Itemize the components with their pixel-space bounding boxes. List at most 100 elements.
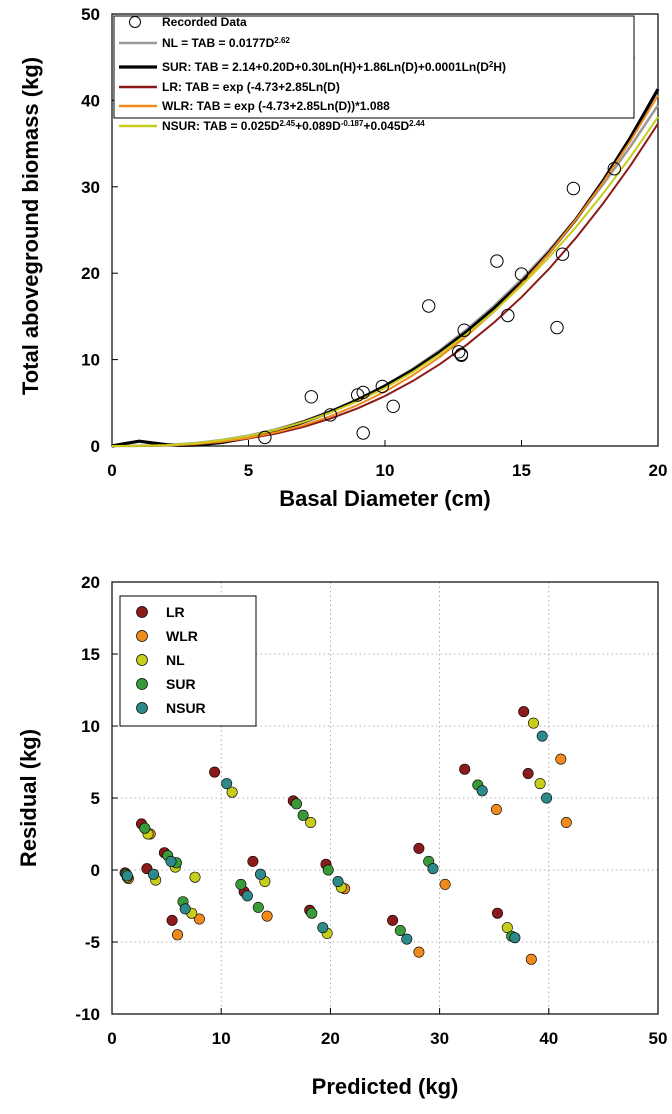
residual-point-sur xyxy=(322,864,334,876)
residual-point-nsur xyxy=(541,792,553,804)
recorded-data-point xyxy=(422,299,436,313)
biomass-x-tick-label: 0 xyxy=(107,461,116,480)
residual-point-nl xyxy=(527,717,539,729)
residual-point-nl xyxy=(226,786,238,798)
residual-point-wlr xyxy=(413,946,425,958)
residual-y-tick-label: 0 xyxy=(91,861,100,880)
biomass-x-tick-label: 15 xyxy=(512,461,531,480)
residual-point-lr xyxy=(491,907,503,919)
residual-y-tick-label: 20 xyxy=(81,573,100,592)
recorded-data-point xyxy=(304,390,318,404)
biomass-y-tick-label: 20 xyxy=(81,264,100,283)
legend-marker-nsur xyxy=(136,702,148,714)
legend-marker-recorded-data xyxy=(129,16,141,28)
recorded-data-point xyxy=(514,267,529,281)
residual-x-tick-label: 50 xyxy=(649,1029,668,1048)
recorded-data-point xyxy=(258,430,272,445)
residual-point-lr xyxy=(518,706,530,718)
residual-point-nsur xyxy=(165,855,177,867)
residual-point-nsur xyxy=(221,778,233,790)
recorded-data-point xyxy=(356,385,370,400)
legend-label-nsur-res: NSUR xyxy=(166,700,206,716)
biomass-legend-box xyxy=(113,15,635,119)
residual-point-nsur xyxy=(121,870,133,882)
residual-point-lr xyxy=(247,855,259,867)
residual-point-wlr xyxy=(261,910,273,922)
biomass-y-tick-labels: 0 10 20 30 40 50 xyxy=(81,5,100,456)
biomass-curves xyxy=(111,88,660,448)
legend-marker-nl xyxy=(136,654,148,666)
residual-points xyxy=(119,706,572,965)
legend-label-lr: LR: TAB = exp (-4.73+2.85Ln(D) xyxy=(162,80,340,94)
recorded-data-point xyxy=(452,345,466,359)
biomass-y-tick-label: 0 xyxy=(91,437,100,456)
recorded-data-point xyxy=(386,399,400,413)
recorded-data-point xyxy=(490,254,504,268)
residual-y-tick-label: -10 xyxy=(75,1005,100,1024)
recorded-data-point xyxy=(323,408,338,422)
recorded-data-point xyxy=(566,181,581,196)
recorded-data-point xyxy=(356,426,370,440)
residual-point-lr xyxy=(209,766,221,778)
biomass-x-tick-label: 5 xyxy=(244,461,253,480)
residual-point-sur xyxy=(297,809,309,821)
residual-point-wlr xyxy=(555,753,567,765)
recorded-data-point xyxy=(454,347,469,362)
legend-marker-sur xyxy=(136,678,148,690)
residual-point-sur xyxy=(252,901,264,913)
residual-point-sur xyxy=(306,907,318,919)
legend-label-sur-res: SUR xyxy=(166,676,196,692)
legend-label-recorded-data: Recorded Data xyxy=(162,15,247,29)
residual-x-tick-label: 30 xyxy=(430,1029,449,1048)
recorded-data-point xyxy=(457,323,471,337)
residual-point-sur xyxy=(235,878,247,890)
residual-point-nl xyxy=(189,871,201,883)
residual-point-wlr xyxy=(490,803,502,815)
residual-x-tick-label: 10 xyxy=(212,1029,231,1048)
residual-x-tick-label: 0 xyxy=(107,1029,116,1048)
residual-point-nsur xyxy=(148,868,160,880)
legend-label-wlr: WLR: TAB = exp (-4.73+2.85Ln(D))*1.088 xyxy=(162,99,390,113)
legend-label-lr-res: LR xyxy=(166,604,185,620)
recorded-data-point xyxy=(501,308,515,323)
residual-y-tick-labels: -10 -5 0 5 10 15 20 xyxy=(75,573,100,1024)
biomass-y-tick-label: 40 xyxy=(81,91,100,110)
biomass-x-axis-title: Basal Diameter (cm) xyxy=(279,486,491,511)
biomass-legend: Recorded Data NL = TAB = 0.0177D2.62 SUR… xyxy=(113,15,635,134)
residual-point-wlr xyxy=(193,913,205,925)
residual-point-nsur xyxy=(317,922,329,934)
residual-point-nl xyxy=(305,816,317,828)
residual-point-wlr xyxy=(172,929,184,941)
residual-point-wlr xyxy=(560,816,572,828)
recorded-data-point xyxy=(607,162,621,176)
biomass-y-tick-label: 10 xyxy=(81,351,100,370)
residual-point-lr xyxy=(459,763,471,775)
residual-point-sur xyxy=(394,924,406,936)
chart-residuals: 0 10 20 30 40 50 -10 -5 0 5 10 15 20 Predicted (kg)… xyxy=(16,573,667,1099)
residual-x-tick-label: 40 xyxy=(539,1029,558,1048)
residual-point-nsur xyxy=(401,933,413,945)
biomass-y-tick-label: 30 xyxy=(81,178,100,197)
legend-label-wlr-res: WLR xyxy=(166,628,198,644)
residual-y-axis-title: Residual (kg) xyxy=(16,729,41,867)
chart-biomass: 0 5 10 15 20 0 10 20 30 40 50 Basal Diameter (cm)… xyxy=(18,5,667,511)
residual-point-nsur xyxy=(179,903,191,915)
residual-legend: LR WLR NL SUR NSUR xyxy=(119,595,257,727)
residual-y-tick-label: 15 xyxy=(81,645,100,664)
residual-point-nsur xyxy=(255,868,267,880)
residual-x-tick-labels: 0 10 20 30 40 50 xyxy=(107,1029,667,1048)
residual-point-lr xyxy=(387,914,399,926)
legend-label-nsur: NSUR: TAB = 0.025D2.45+0.089D-0.187+0.04… xyxy=(162,119,425,134)
residual-point-nsur xyxy=(241,890,253,902)
residual-y-tick-label: 5 xyxy=(91,789,100,808)
residual-point-sur xyxy=(139,822,151,834)
residual-point-wlr xyxy=(525,953,537,965)
residual-point-nsur xyxy=(509,932,521,944)
biomass-x-tick-label: 10 xyxy=(376,461,395,480)
residual-point-nsur xyxy=(427,863,439,875)
curve-wlr xyxy=(111,94,659,447)
residual-point-nl xyxy=(534,778,546,790)
residual-y-tick-label: 10 xyxy=(81,717,100,736)
residual-point-lr xyxy=(413,842,425,854)
